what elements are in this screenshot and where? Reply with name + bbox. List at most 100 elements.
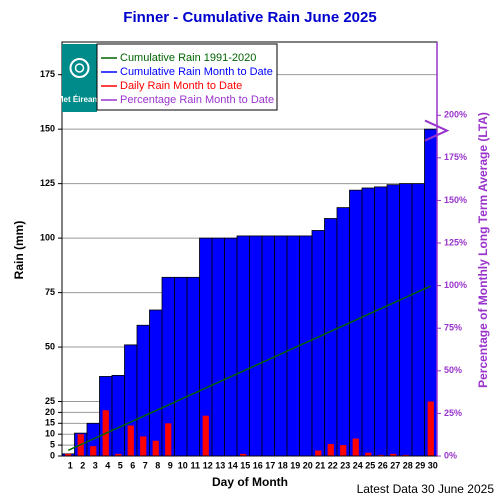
bar [427, 401, 434, 456]
legend-label: Cumulative Rain Month to Date [120, 66, 273, 78]
legend [96, 43, 278, 111]
y-tick-label: 125 [40, 178, 55, 188]
x-tick-label: 24 [353, 460, 363, 470]
x-tick-label: 9 [168, 460, 173, 470]
bar [261, 235, 275, 457]
bar [386, 184, 400, 457]
x-tick-label: 7 [143, 460, 148, 470]
bar [274, 235, 288, 457]
y-axis-title: Rain (mm) [12, 221, 26, 280]
bar [240, 453, 247, 456]
bar [299, 235, 313, 457]
x-tick-label: 5 [118, 460, 123, 470]
x-axis-title: Day of Month [212, 475, 288, 489]
bar [340, 445, 347, 456]
bar [186, 276, 200, 457]
bar [374, 186, 388, 457]
bar [390, 453, 397, 456]
bar [165, 423, 172, 456]
x-tick-label: 3 [93, 460, 98, 470]
x-tick-label: 11 [190, 460, 200, 470]
x-tick-label: 22 [328, 460, 338, 470]
bar [90, 446, 97, 456]
percentage-marker [424, 119, 450, 142]
x-tick-label: 26 [378, 460, 388, 470]
bar [249, 235, 263, 457]
bar [352, 438, 359, 456]
x-tick-label: 27 [390, 460, 400, 470]
x-tick-label: 19 [290, 460, 300, 470]
bar [336, 207, 350, 457]
line [67, 285, 432, 452]
y-tick-label: 150 [40, 124, 55, 134]
y2-tick-label: 0% [444, 450, 457, 460]
bar [127, 425, 134, 456]
y-tick-label: 5 [50, 439, 55, 449]
logo-swirl [74, 63, 85, 73]
chart-title: Finner - Cumulative Rain June 2025 [123, 9, 376, 26]
footer: Latest Data 30 June 2025 [357, 482, 495, 496]
x-tick-label: 30 [428, 460, 438, 470]
x-tick-label: 20 [303, 460, 313, 470]
y-tick-label: 0 [50, 450, 55, 460]
bar [111, 374, 125, 457]
y-tick-label: 175 [40, 69, 55, 79]
x-tick-label: 15 [240, 460, 250, 470]
y2-tick-label: 75% [444, 323, 462, 333]
x-tick-label: 29 [415, 460, 425, 470]
x-tick-label: 8 [155, 460, 160, 470]
x-tick-label: 25 [365, 460, 375, 470]
bar [236, 235, 250, 457]
x-tick-label: 28 [403, 460, 413, 470]
bar [115, 453, 122, 456]
y2-tick-label: 150% [444, 195, 467, 205]
x-tick-label: 21 [315, 460, 325, 470]
bar [140, 436, 147, 456]
x-tick-label: 4 [105, 460, 110, 470]
bar [149, 309, 163, 457]
y2-tick-label: 125% [444, 237, 467, 247]
bar [349, 189, 363, 457]
x-tick-label: 2 [80, 460, 85, 470]
bar [327, 444, 334, 456]
y-tick-label: 20 [45, 407, 55, 417]
x-tick-label: 23 [340, 460, 350, 470]
bar [152, 440, 159, 456]
bar [361, 187, 375, 457]
x-tick-label: 6 [130, 460, 135, 470]
bar [311, 230, 325, 457]
y-tick-label: 50 [45, 341, 55, 351]
y-tick-label: 15 [45, 418, 55, 428]
bar [402, 454, 409, 456]
bar [411, 183, 425, 457]
legend-label: Cumulative Rain 1991-2020 [120, 52, 256, 64]
bar [315, 450, 322, 456]
x-tick-label: 1 [68, 460, 73, 470]
x-tick-label: 12 [203, 460, 213, 470]
y2-axis-title: Percentage of Monthly Long Term Average … [476, 112, 490, 388]
y2-tick-label: 175% [444, 152, 467, 162]
y-tick-label: 100 [40, 232, 55, 242]
bar [377, 454, 384, 456]
y-tick-label: 25 [45, 396, 55, 406]
y-tick-label: 10 [45, 429, 55, 439]
legend-label: Daily Rain Month to Date [120, 80, 242, 92]
y2-tick-label: 25% [444, 408, 462, 418]
bar [202, 415, 209, 456]
logo-text: Met Éireann [57, 95, 102, 104]
x-tick-label: 18 [278, 460, 288, 470]
logo-swirl [69, 58, 90, 78]
y2-tick-label: 50% [444, 365, 462, 375]
x-tick-label: 14 [228, 460, 238, 470]
x-tick-label: 13 [215, 460, 225, 470]
y2-tick-label: 200% [444, 110, 467, 120]
x-tick-label: 17 [265, 460, 275, 470]
bar [174, 276, 188, 457]
bar [211, 237, 225, 457]
bar [399, 183, 413, 457]
x-tick-label: 16 [253, 460, 263, 470]
x-tick-label: 10 [178, 460, 188, 470]
y-tick-label: 75 [45, 287, 55, 297]
bar [324, 218, 338, 457]
